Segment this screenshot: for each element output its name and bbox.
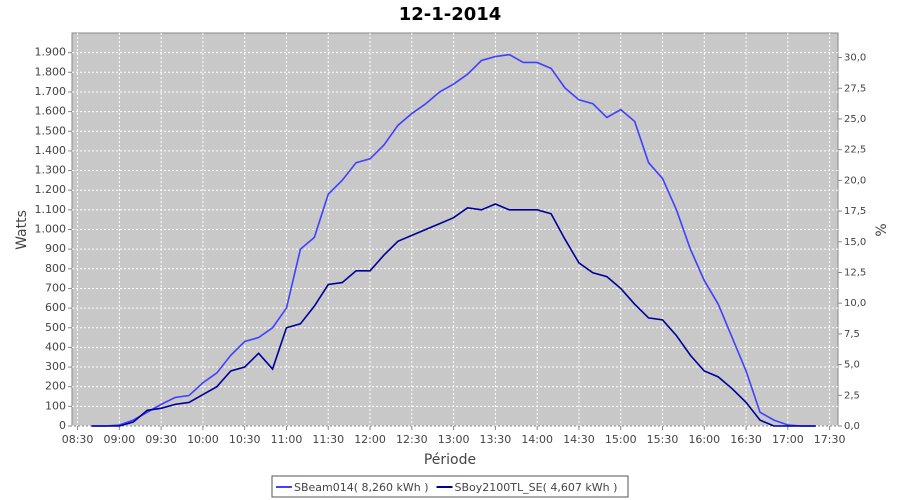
x-tick-label: 08:30 — [62, 433, 94, 446]
legend-label: SBoy2100TL_SE( 4,607 kWh ) — [455, 481, 618, 494]
y-tick-label: 600 — [45, 301, 66, 314]
y2-tick-label: 15,0 — [844, 237, 866, 248]
y-tick-label: 100 — [45, 399, 66, 412]
x-tick-label: 12:30 — [396, 433, 428, 446]
y2-tick-label: 5,0 — [844, 360, 860, 371]
plot-area — [71, 32, 839, 427]
y-tick-label: 1.300 — [35, 164, 67, 177]
y-tick-label: 1.100 — [35, 203, 67, 216]
y-tick-label: 1.400 — [35, 144, 67, 157]
y2-tick-label: 30,0 — [844, 53, 866, 64]
y2-axis-label: % — [874, 223, 890, 236]
y-tick-label: 1.700 — [35, 85, 67, 98]
x-tick-label: 13:30 — [480, 433, 512, 446]
x-tick-label: 15:30 — [647, 433, 679, 446]
x-tick-label: 10:30 — [229, 433, 261, 446]
series-line — [91, 203, 816, 427]
x-tick-label: 13:00 — [438, 433, 470, 446]
y2-tick-label: 22,5 — [844, 145, 866, 156]
y-tick-label: 300 — [45, 360, 66, 373]
y2-tick-label: 10,0 — [844, 298, 866, 309]
x-tick-label: 12:00 — [354, 433, 386, 446]
y2-tick-label: 20,0 — [844, 175, 866, 186]
series-line — [91, 53, 816, 427]
x-tick-label: 16:30 — [730, 433, 762, 446]
x-tick-label: 09:00 — [104, 433, 136, 446]
y-tick-label: 900 — [45, 242, 66, 255]
y-tick-label: 200 — [45, 380, 66, 393]
chart-title: 12-1-2014 — [399, 4, 502, 25]
y2-tick-label: 7,5 — [844, 329, 860, 340]
x-tick-label: 09:30 — [145, 433, 177, 446]
y-tick-label: 1.500 — [35, 124, 67, 137]
legend-label: SBeam014( 8,260 kWh ) — [294, 481, 429, 494]
y-tick-label: 1.800 — [35, 65, 67, 78]
y2-tick-label: 25,0 — [844, 114, 866, 125]
y-tick-label: 0 — [59, 419, 66, 432]
y-tick-label: 800 — [45, 262, 66, 275]
y-axis-label: Watts — [14, 210, 30, 250]
x-tick-label: 11:00 — [271, 433, 303, 446]
x-tick-label: 16:00 — [688, 433, 720, 446]
y2-tick-label: 0,0 — [844, 421, 860, 432]
x-tick-label: 10:00 — [187, 433, 219, 446]
y-tick-label: 1.200 — [35, 183, 67, 196]
x-axis-label: Période — [424, 452, 476, 468]
y2-tick-label: 17,5 — [844, 206, 866, 217]
x-tick-label: 17:30 — [814, 433, 846, 446]
y-tick-label: 700 — [45, 281, 66, 294]
y2-tick-label: 2,5 — [844, 390, 860, 401]
x-tick-label: 17:00 — [772, 433, 804, 446]
y-tick-label: 1.600 — [35, 105, 67, 118]
y-tick-label: 500 — [45, 321, 66, 334]
x-tick-label: 14:30 — [563, 433, 595, 446]
x-tick-label: 15:00 — [605, 433, 637, 446]
y2-tick-label: 12,5 — [844, 267, 866, 278]
y-tick-label: 400 — [45, 340, 66, 353]
x-tick-label: 11:30 — [312, 433, 344, 446]
y2-tick-label: 27,5 — [844, 83, 866, 94]
y-tick-label: 1.000 — [35, 223, 67, 236]
y-tick-label: 1.900 — [35, 46, 67, 59]
x-tick-label: 14:00 — [521, 433, 553, 446]
